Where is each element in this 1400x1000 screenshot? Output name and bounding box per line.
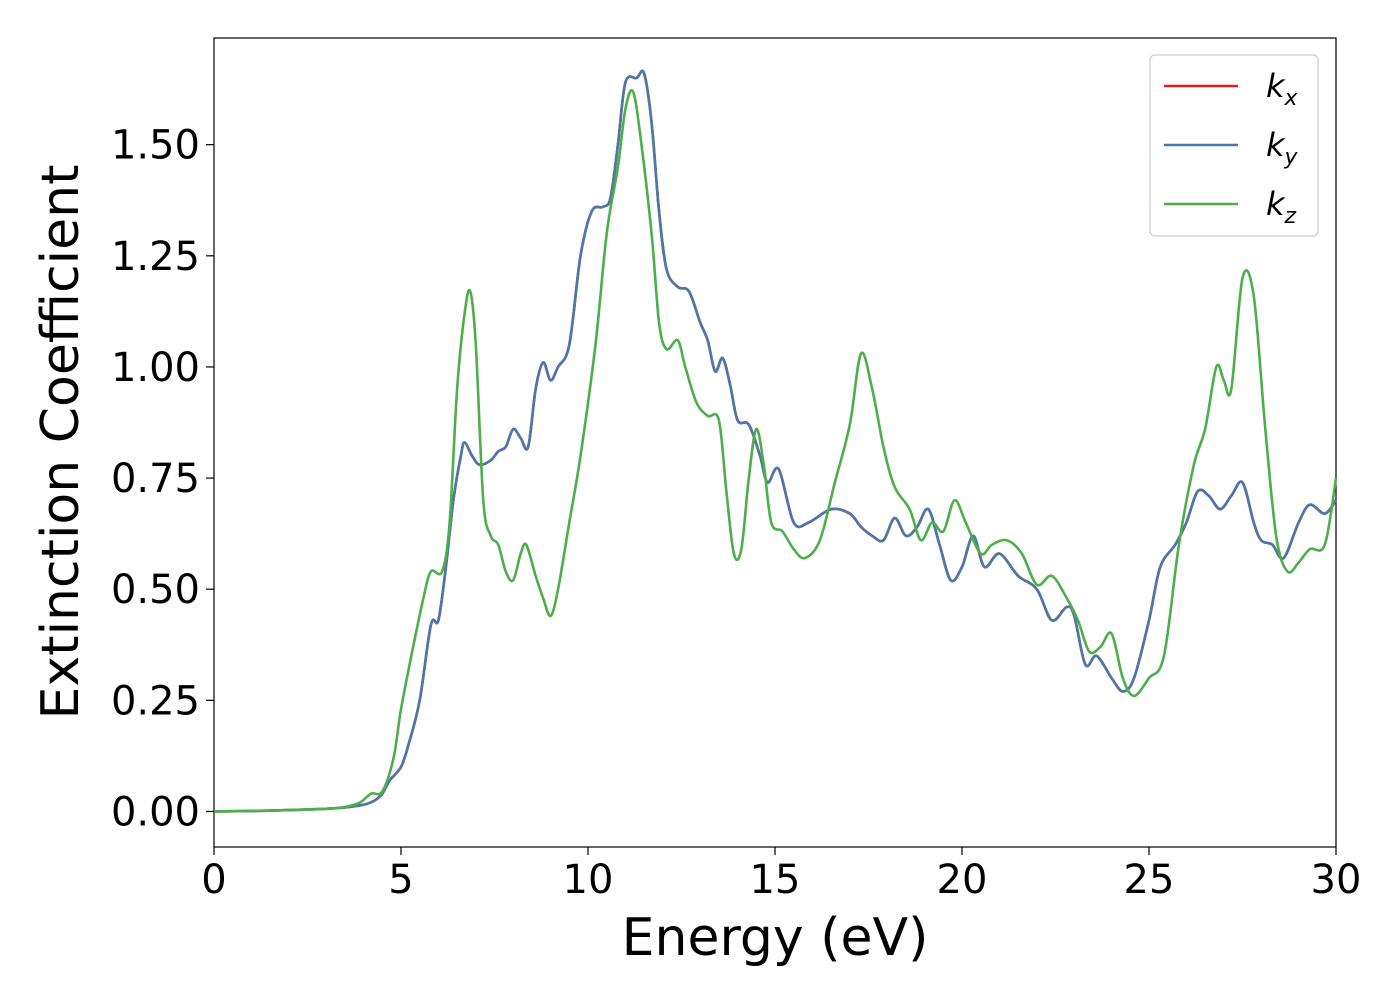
x-tick-label: 0 [201, 857, 226, 903]
y-tick-label: 1.25 [111, 234, 200, 280]
y-tick-label: 0.25 [111, 678, 200, 724]
x-tick-label: 10 [563, 857, 614, 903]
y-axis-label: Extinction Coefficient [31, 165, 91, 720]
x-tick-label: 20 [937, 857, 988, 903]
series-line-z [213, 89, 1338, 813]
legend-label-z: kz [1266, 185, 1297, 229]
x-tick-label: 30 [1311, 857, 1362, 903]
x-axis-ticks: 0 5 10 15 20 25 30 [201, 847, 1361, 903]
y-tick-label: 1.00 [111, 345, 200, 391]
x-tick-label: 5 [388, 857, 413, 903]
x-tick-label: 15 [750, 857, 801, 903]
y-tick-label: 0.00 [111, 789, 200, 835]
y-axis-ticks: 0.00 0.25 0.50 0.75 1.00 1.25 1.50 [111, 123, 214, 835]
series-layer [213, 69, 1338, 813]
x-tick-label: 25 [1124, 857, 1175, 903]
y-tick-label: 0.75 [111, 456, 200, 502]
series-line-y [213, 69, 1338, 813]
x-axis-label: Energy (eV) [622, 908, 929, 968]
y-tick-label: 0.50 [111, 567, 200, 613]
y-tick-label: 1.50 [111, 123, 200, 169]
